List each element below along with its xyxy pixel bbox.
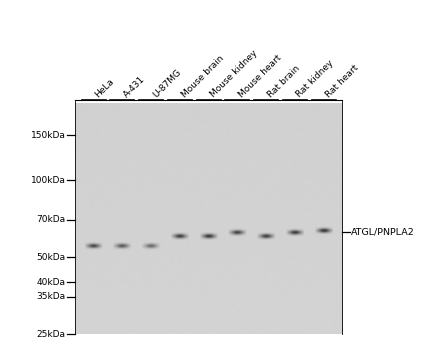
Text: 70kDa: 70kDa [36,215,65,224]
Text: 100kDa: 100kDa [31,176,65,185]
Text: A-431: A-431 [122,74,147,99]
Text: Mouse brain: Mouse brain [180,54,226,99]
Text: 25kDa: 25kDa [36,330,65,339]
Text: ATGL/PNPLA2: ATGL/PNPLA2 [351,227,415,236]
Text: HeLa: HeLa [94,77,116,99]
Text: Rat kidney: Rat kidney [295,58,336,99]
Text: Rat heart: Rat heart [324,63,360,99]
Text: 50kDa: 50kDa [36,253,65,262]
Text: 40kDa: 40kDa [36,278,65,287]
Text: 150kDa: 150kDa [31,131,65,140]
Text: Rat brain: Rat brain [266,63,302,99]
Text: U-87MG: U-87MG [151,67,183,99]
Text: 35kDa: 35kDa [36,292,65,301]
Text: Mouse kidney: Mouse kidney [209,49,259,99]
Text: Mouse heart: Mouse heart [238,53,284,99]
